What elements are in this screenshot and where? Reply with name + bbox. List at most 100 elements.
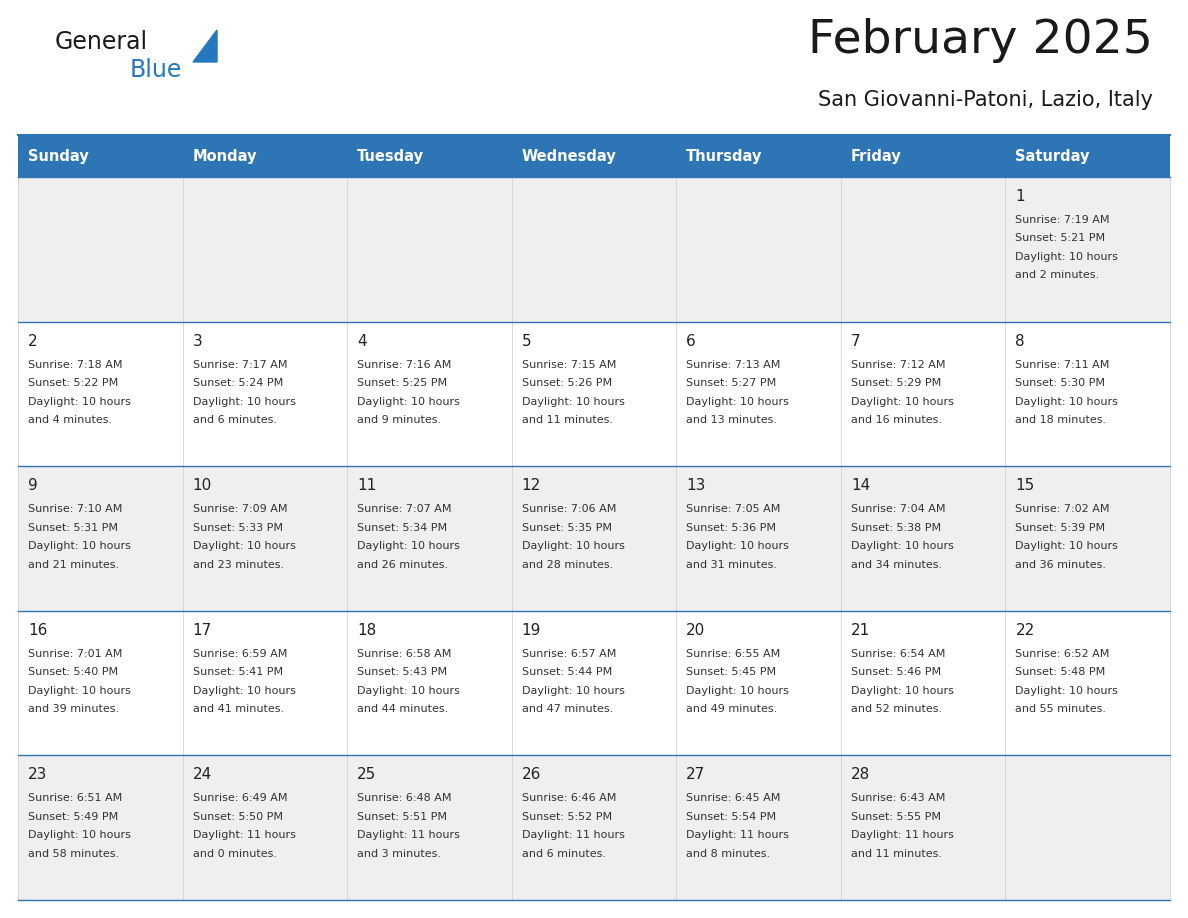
Text: Sunrise: 6:48 AM: Sunrise: 6:48 AM	[358, 793, 451, 803]
Text: Sunset: 5:43 PM: Sunset: 5:43 PM	[358, 667, 447, 677]
Text: Sunrise: 6:58 AM: Sunrise: 6:58 AM	[358, 649, 451, 659]
Text: 18: 18	[358, 622, 377, 638]
Text: Daylight: 10 hours: Daylight: 10 hours	[358, 686, 460, 696]
Text: Sunset: 5:51 PM: Sunset: 5:51 PM	[358, 812, 447, 822]
Text: Daylight: 10 hours: Daylight: 10 hours	[851, 686, 954, 696]
Text: Daylight: 10 hours: Daylight: 10 hours	[29, 397, 131, 407]
Text: Daylight: 10 hours: Daylight: 10 hours	[1016, 542, 1118, 551]
Text: Sunset: 5:34 PM: Sunset: 5:34 PM	[358, 522, 447, 532]
Text: and 21 minutes.: and 21 minutes.	[29, 560, 119, 570]
Text: 20: 20	[687, 622, 706, 638]
Text: and 4 minutes.: and 4 minutes.	[29, 415, 112, 425]
Text: 1: 1	[1016, 189, 1025, 204]
Text: Daylight: 10 hours: Daylight: 10 hours	[358, 542, 460, 551]
Text: Sunrise: 7:02 AM: Sunrise: 7:02 AM	[1016, 504, 1110, 514]
Text: Daylight: 10 hours: Daylight: 10 hours	[1016, 252, 1118, 262]
Text: Sunset: 5:54 PM: Sunset: 5:54 PM	[687, 812, 777, 822]
Text: and 49 minutes.: and 49 minutes.	[687, 704, 777, 714]
Text: Sunset: 5:48 PM: Sunset: 5:48 PM	[1016, 667, 1106, 677]
Text: San Giovanni-Patoni, Lazio, Italy: San Giovanni-Patoni, Lazio, Italy	[819, 90, 1154, 110]
Text: Sunset: 5:33 PM: Sunset: 5:33 PM	[192, 522, 283, 532]
Text: Sunrise: 6:51 AM: Sunrise: 6:51 AM	[29, 793, 122, 803]
Bar	[18, 177, 1170, 321]
Text: Daylight: 10 hours: Daylight: 10 hours	[687, 542, 789, 551]
Text: and 31 minutes.: and 31 minutes.	[687, 560, 777, 570]
Text: and 13 minutes.: and 13 minutes.	[687, 415, 777, 425]
Text: and 28 minutes.: and 28 minutes.	[522, 560, 613, 570]
Text: Daylight: 11 hours: Daylight: 11 hours	[358, 831, 460, 840]
Text: and 34 minutes.: and 34 minutes.	[851, 560, 942, 570]
Text: Thursday: Thursday	[687, 149, 763, 163]
Text: Sunset: 5:29 PM: Sunset: 5:29 PM	[851, 378, 941, 388]
Text: Sunrise: 7:17 AM: Sunrise: 7:17 AM	[192, 360, 287, 370]
Text: Blue: Blue	[129, 58, 183, 82]
Text: Sunset: 5:46 PM: Sunset: 5:46 PM	[851, 667, 941, 677]
Text: and 8 minutes.: and 8 minutes.	[687, 849, 770, 859]
Text: Sunset: 5:36 PM: Sunset: 5:36 PM	[687, 522, 776, 532]
Text: Sunset: 5:45 PM: Sunset: 5:45 PM	[687, 667, 777, 677]
Text: 13: 13	[687, 478, 706, 493]
Text: 17: 17	[192, 622, 211, 638]
Text: Sunrise: 6:59 AM: Sunrise: 6:59 AM	[192, 649, 287, 659]
Text: Sunset: 5:25 PM: Sunset: 5:25 PM	[358, 378, 447, 388]
Text: Sunrise: 7:11 AM: Sunrise: 7:11 AM	[1016, 360, 1110, 370]
Text: 10: 10	[192, 478, 211, 493]
Text: Sunset: 5:55 PM: Sunset: 5:55 PM	[851, 812, 941, 822]
Text: and 23 minutes.: and 23 minutes.	[192, 560, 284, 570]
Text: General: General	[55, 30, 148, 54]
Text: Daylight: 11 hours: Daylight: 11 hours	[851, 831, 954, 840]
Bar	[512, 135, 676, 177]
Text: Daylight: 10 hours: Daylight: 10 hours	[851, 397, 954, 407]
Text: 2: 2	[29, 333, 38, 349]
Bar	[1005, 135, 1170, 177]
Text: and 18 minutes.: and 18 minutes.	[1016, 415, 1106, 425]
Text: 21: 21	[851, 622, 870, 638]
Text: Monday: Monday	[192, 149, 257, 163]
Text: 9: 9	[29, 478, 38, 493]
Text: Daylight: 10 hours: Daylight: 10 hours	[358, 397, 460, 407]
Text: 27: 27	[687, 767, 706, 782]
Text: Daylight: 10 hours: Daylight: 10 hours	[192, 686, 296, 696]
Text: and 6 minutes.: and 6 minutes.	[522, 849, 606, 859]
Text: Sunrise: 7:18 AM: Sunrise: 7:18 AM	[29, 360, 122, 370]
Text: 14: 14	[851, 478, 870, 493]
Text: Daylight: 10 hours: Daylight: 10 hours	[522, 542, 625, 551]
Text: Sunrise: 7:15 AM: Sunrise: 7:15 AM	[522, 360, 617, 370]
Bar	[183, 135, 347, 177]
Text: Daylight: 10 hours: Daylight: 10 hours	[522, 686, 625, 696]
Text: Daylight: 10 hours: Daylight: 10 hours	[1016, 397, 1118, 407]
Text: Daylight: 10 hours: Daylight: 10 hours	[29, 542, 131, 551]
Text: and 3 minutes.: and 3 minutes.	[358, 849, 441, 859]
Text: Sunrise: 6:54 AM: Sunrise: 6:54 AM	[851, 649, 946, 659]
Text: and 47 minutes.: and 47 minutes.	[522, 704, 613, 714]
Text: Sunrise: 7:16 AM: Sunrise: 7:16 AM	[358, 360, 451, 370]
Polygon shape	[192, 30, 217, 62]
Text: Sunset: 5:41 PM: Sunset: 5:41 PM	[192, 667, 283, 677]
Text: Sunrise: 7:05 AM: Sunrise: 7:05 AM	[687, 504, 781, 514]
Text: Sunrise: 7:06 AM: Sunrise: 7:06 AM	[522, 504, 617, 514]
Text: 4: 4	[358, 333, 367, 349]
Text: Sunrise: 6:57 AM: Sunrise: 6:57 AM	[522, 649, 617, 659]
Text: and 26 minutes.: and 26 minutes.	[358, 560, 448, 570]
Text: Sunset: 5:26 PM: Sunset: 5:26 PM	[522, 378, 612, 388]
Text: Sunset: 5:44 PM: Sunset: 5:44 PM	[522, 667, 612, 677]
Text: Daylight: 10 hours: Daylight: 10 hours	[687, 686, 789, 696]
Text: Daylight: 10 hours: Daylight: 10 hours	[192, 397, 296, 407]
Text: Sunset: 5:39 PM: Sunset: 5:39 PM	[1016, 522, 1106, 532]
Text: and 16 minutes.: and 16 minutes.	[851, 415, 942, 425]
Text: Wednesday: Wednesday	[522, 149, 617, 163]
Text: Daylight: 11 hours: Daylight: 11 hours	[192, 831, 296, 840]
Text: 16: 16	[29, 622, 48, 638]
Text: 12: 12	[522, 478, 541, 493]
Text: and 0 minutes.: and 0 minutes.	[192, 849, 277, 859]
Text: 11: 11	[358, 478, 377, 493]
Text: Sunset: 5:24 PM: Sunset: 5:24 PM	[192, 378, 283, 388]
Text: Daylight: 10 hours: Daylight: 10 hours	[29, 686, 131, 696]
Bar	[841, 135, 1005, 177]
Text: Daylight: 10 hours: Daylight: 10 hours	[192, 542, 296, 551]
Text: Sunset: 5:49 PM: Sunset: 5:49 PM	[29, 812, 119, 822]
Text: Daylight: 10 hours: Daylight: 10 hours	[29, 831, 131, 840]
Text: Sunrise: 7:10 AM: Sunrise: 7:10 AM	[29, 504, 122, 514]
Text: Sunrise: 6:52 AM: Sunrise: 6:52 AM	[1016, 649, 1110, 659]
Text: February 2025: February 2025	[808, 18, 1154, 63]
